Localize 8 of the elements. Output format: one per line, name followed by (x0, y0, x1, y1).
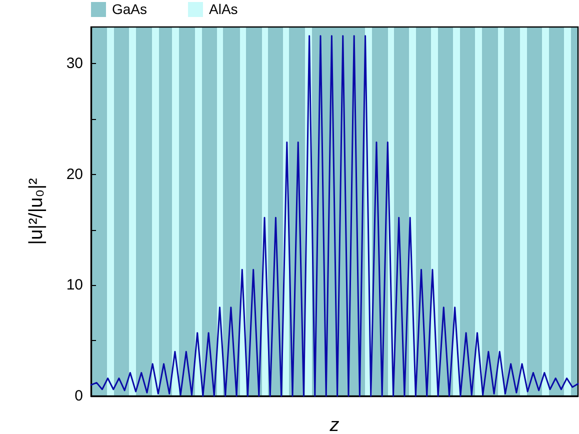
x-axis-title: z (328, 415, 340, 434)
text: AlAs (209, 1, 238, 17)
y-tick-label: 0 (74, 388, 83, 404)
y-tick-label: 10 (66, 276, 83, 294)
y-tick-label: 20 (66, 166, 83, 183)
y-axis-title: |u|²/|u₀|² (26, 178, 47, 245)
text: GaAs (112, 1, 148, 17)
y-tick-label: 30 (66, 55, 83, 72)
